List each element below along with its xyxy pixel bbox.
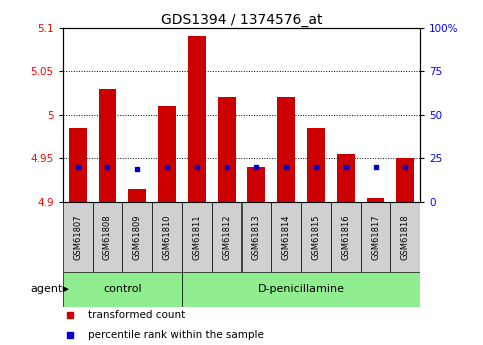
Text: GSM61814: GSM61814 [282, 214, 291, 260]
Text: GSM61818: GSM61818 [401, 214, 410, 260]
Text: GSM61807: GSM61807 [73, 214, 82, 260]
Bar [182, 272, 420, 307]
Text: GSM61811: GSM61811 [192, 214, 201, 260]
Bar [212, 202, 242, 272]
Text: percentile rank within the sample: percentile rank within the sample [88, 329, 264, 339]
Text: GSM61813: GSM61813 [252, 214, 261, 260]
Bar [63, 272, 182, 307]
Bar [301, 202, 331, 272]
Text: GSM61808: GSM61808 [103, 214, 112, 260]
Bar [218, 97, 236, 202]
Text: GSM61815: GSM61815 [312, 214, 320, 260]
Text: control: control [103, 284, 142, 294]
Bar [63, 202, 93, 272]
Bar [93, 202, 122, 272]
Text: transformed count: transformed count [88, 310, 185, 321]
Bar [331, 202, 361, 272]
Bar [390, 202, 420, 272]
Text: agent: agent [30, 284, 63, 294]
Bar [242, 202, 271, 272]
Bar [367, 198, 384, 202]
Bar [397, 158, 414, 202]
Bar [158, 106, 176, 202]
Bar [337, 154, 355, 202]
Bar [128, 189, 146, 202]
Bar [99, 89, 116, 202]
Bar [307, 128, 325, 202]
Text: GSM61817: GSM61817 [371, 214, 380, 260]
Text: GSM61816: GSM61816 [341, 214, 350, 260]
Bar [69, 128, 86, 202]
Text: GSM61812: GSM61812 [222, 214, 231, 260]
Text: GSM61810: GSM61810 [163, 214, 171, 260]
Text: D-penicillamine: D-penicillamine [257, 284, 344, 294]
Title: GDS1394 / 1374576_at: GDS1394 / 1374576_at [161, 12, 322, 27]
Text: GSM61809: GSM61809 [133, 214, 142, 260]
Bar [188, 36, 206, 202]
Bar [277, 97, 295, 202]
Bar [247, 167, 265, 202]
Bar [271, 202, 301, 272]
Bar [361, 202, 390, 272]
Bar [122, 202, 152, 272]
Bar [182, 202, 212, 272]
Bar [152, 202, 182, 272]
